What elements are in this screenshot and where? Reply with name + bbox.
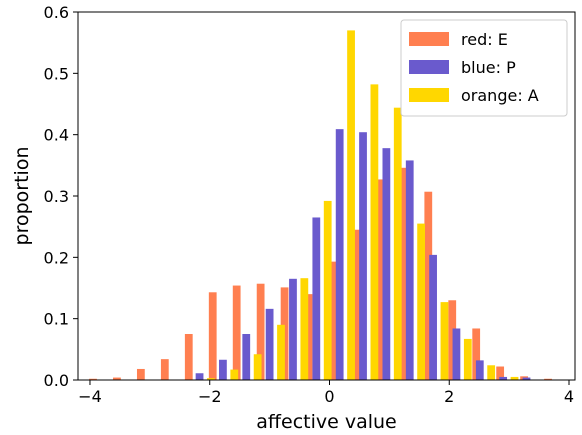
- bar-blue-5: [312, 217, 321, 380]
- bar-red-13: [400, 167, 409, 380]
- x-tick-label: 4: [564, 387, 574, 406]
- bar-orange-12: [487, 365, 496, 380]
- y-tick-label: 0.5: [44, 64, 69, 83]
- bar-red-17: [496, 366, 505, 380]
- x-axis-ticks: −4 −2 0 2 4: [78, 380, 574, 406]
- bar-orange-1: [230, 369, 239, 380]
- bar-blue-0: [195, 373, 204, 380]
- y-tick-label: 0.3: [44, 187, 69, 206]
- bar-orange-11: [463, 338, 472, 380]
- bar-red-5: [208, 292, 217, 380]
- bar-blue-4: [289, 278, 297, 380]
- x-tick-label: −2: [198, 387, 222, 406]
- bar-orange-3: [277, 324, 285, 380]
- bar-blue-11: [452, 328, 461, 380]
- bar-red-6: [232, 285, 241, 380]
- bar-blue-7: [359, 132, 367, 380]
- bar-orange-8: [393, 107, 402, 381]
- bar-orange-5: [323, 200, 332, 380]
- bar-red-11: [352, 229, 361, 380]
- legend-label-orange: orange: A: [461, 86, 539, 105]
- bars-layer: [89, 30, 552, 381]
- bar-orange-10: [440, 302, 449, 380]
- bar-red-0: [89, 378, 97, 380]
- bar-orange-4: [300, 278, 309, 380]
- x-tick-label: 0: [324, 387, 334, 406]
- bar-red-2: [136, 368, 145, 380]
- bar-red-15: [448, 300, 457, 380]
- bar-blue-1: [219, 359, 227, 380]
- y-tick-label: 0.1: [44, 310, 69, 329]
- bar-orange-0: [207, 378, 215, 380]
- bar-orange-9: [417, 223, 425, 380]
- bar-blue-12: [475, 360, 484, 380]
- legend-label-blue: blue: P: [461, 58, 516, 77]
- bar-orange-13: [510, 376, 519, 380]
- legend-swatch-orange: [409, 88, 449, 102]
- x-tick-label: −4: [78, 387, 102, 406]
- bar-blue-14: [522, 377, 531, 380]
- bar-blue-2: [242, 334, 251, 380]
- bar-blue-10: [429, 254, 437, 380]
- bar-red-19: [544, 378, 552, 380]
- bar-red-12: [376, 179, 385, 380]
- x-tick-label: 2: [444, 387, 454, 406]
- y-tick-label: 0.0: [44, 371, 69, 390]
- bar-blue-13: [499, 376, 508, 380]
- bar-red-14: [424, 191, 433, 380]
- bar-red-16: [472, 328, 481, 380]
- bar-red-9: [304, 294, 313, 380]
- legend-swatch-red: [409, 32, 449, 46]
- bar-orange-6: [347, 30, 355, 381]
- bar-red-1: [113, 377, 121, 380]
- bar-orange-7: [370, 84, 379, 381]
- y-tick-label: 0.6: [44, 3, 69, 22]
- bar-blue-6: [335, 129, 344, 380]
- bar-red-7: [256, 283, 265, 380]
- bar-orange-2: [253, 354, 262, 380]
- y-axis-ticks: 0.0 0.1 0.2 0.3 0.4 0.5 0.6: [44, 3, 78, 390]
- legend-label-red: red: E: [461, 30, 508, 49]
- bar-blue-9: [405, 160, 414, 380]
- bar-blue-3: [265, 308, 274, 380]
- y-axis-label: proportion: [11, 147, 33, 246]
- bar-red-4: [184, 334, 193, 380]
- y-tick-label: 0.2: [44, 248, 69, 267]
- bar-red-3: [160, 359, 169, 380]
- bar-red-10: [328, 261, 337, 380]
- y-tick-label: 0.4: [44, 126, 69, 145]
- legend: red: E blue: P orange: A: [400, 19, 568, 117]
- x-axis-label: affective value: [256, 411, 396, 433]
- bar-blue-8: [382, 148, 391, 380]
- legend-swatch-blue: [409, 60, 449, 74]
